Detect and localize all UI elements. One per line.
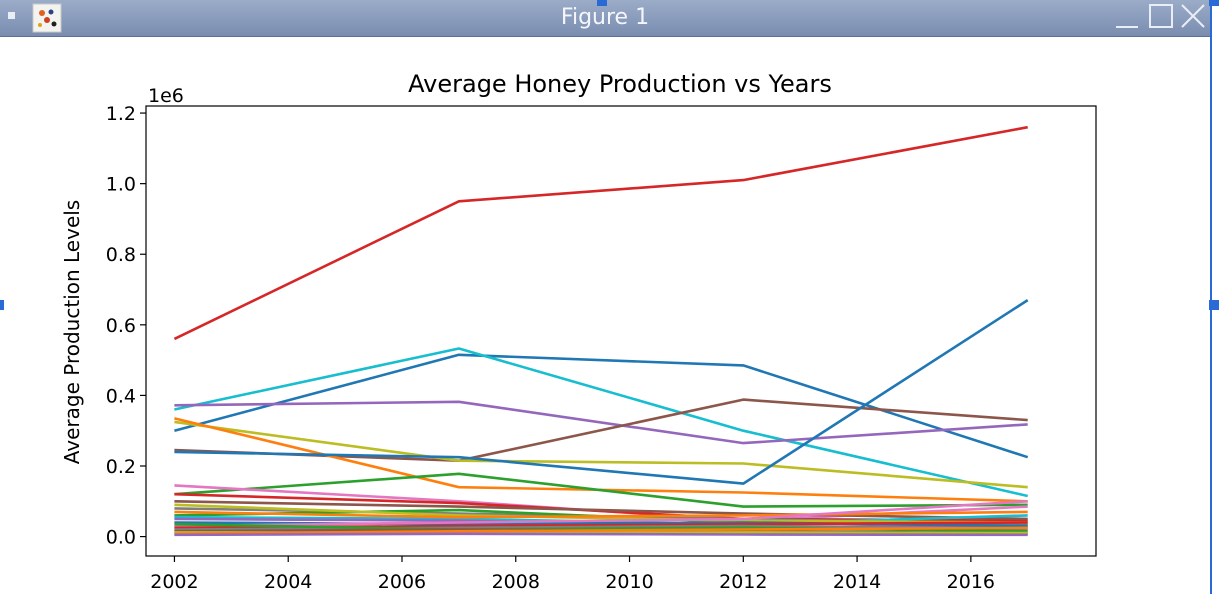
x-tick-label: 2004 <box>264 571 312 592</box>
resize-handle-top[interactable] <box>597 0 607 6</box>
axes-frame <box>145 105 1097 557</box>
title-bar[interactable]: Figure 1 <box>0 0 1210 37</box>
x-tick-label: 2006 <box>378 571 426 592</box>
matplotlib-figure-icon <box>32 3 62 33</box>
y-tick-label: 0.6 <box>106 315 136 337</box>
series-line-27 <box>174 526 1028 536</box>
y-tick-label: 0.4 <box>106 385 136 407</box>
chart-canvas: Average Honey Production vs Years 1e6 Av… <box>60 70 1097 592</box>
series-layer <box>173 125 1029 537</box>
y-tick-label: 1.0 <box>106 174 136 196</box>
x-tick-label: 2010 <box>605 571 653 592</box>
window-frame-edge <box>1210 0 1212 594</box>
x-tick-label: 2002 <box>150 571 198 592</box>
series-line-28 <box>174 532 1028 537</box>
series-line-5 <box>174 398 1028 463</box>
series-line-2 <box>174 353 1029 459</box>
series-line-20 <box>174 500 1028 528</box>
y-tick-label: 0.0 <box>106 527 136 549</box>
minimize-icon[interactable] <box>1112 2 1142 32</box>
series-line-6 <box>174 420 1028 489</box>
series-line-1 <box>173 125 1028 341</box>
y-axis-ticks: 0.0 0.2 0.4 0.6 0.8 1.0 1.2 <box>106 103 146 549</box>
series-line-17 <box>174 510 1028 519</box>
resize-handle-top-right[interactable] <box>1209 0 1219 6</box>
x-axis-ticks: 2002 2004 2006 2008 2010 2012 2014 2016 <box>150 556 995 592</box>
close-icon[interactable] <box>1178 2 1208 32</box>
resize-handle-left[interactable] <box>0 300 4 310</box>
window-menu-icon[interactable] <box>8 12 15 19</box>
series-line-9 <box>174 472 1028 508</box>
resize-handle-right[interactable] <box>1209 300 1219 310</box>
y-offset-label: 1e6 <box>148 85 184 107</box>
x-tick-label: 2014 <box>833 571 881 592</box>
series-line-8 <box>174 299 1029 485</box>
series-line-16 <box>174 503 1028 524</box>
x-tick-label: 2008 <box>492 571 540 592</box>
x-tick-label: 2012 <box>719 571 767 592</box>
y-tick-label: 0.2 <box>106 456 136 478</box>
y-axis-label: Average Production Levels <box>60 200 84 464</box>
window-title: Figure 1 <box>560 5 650 30</box>
y-tick-label: 0.8 <box>106 244 136 266</box>
series-line-4 <box>174 400 1028 445</box>
x-tick-label: 2016 <box>947 571 995 592</box>
chart-title: Average Honey Production vs Years <box>408 70 832 98</box>
series-line-3 <box>174 347 1028 498</box>
series-line-12 <box>174 500 1028 521</box>
y-tick-label: 1.2 <box>106 103 136 125</box>
maximize-icon[interactable] <box>1146 2 1176 32</box>
